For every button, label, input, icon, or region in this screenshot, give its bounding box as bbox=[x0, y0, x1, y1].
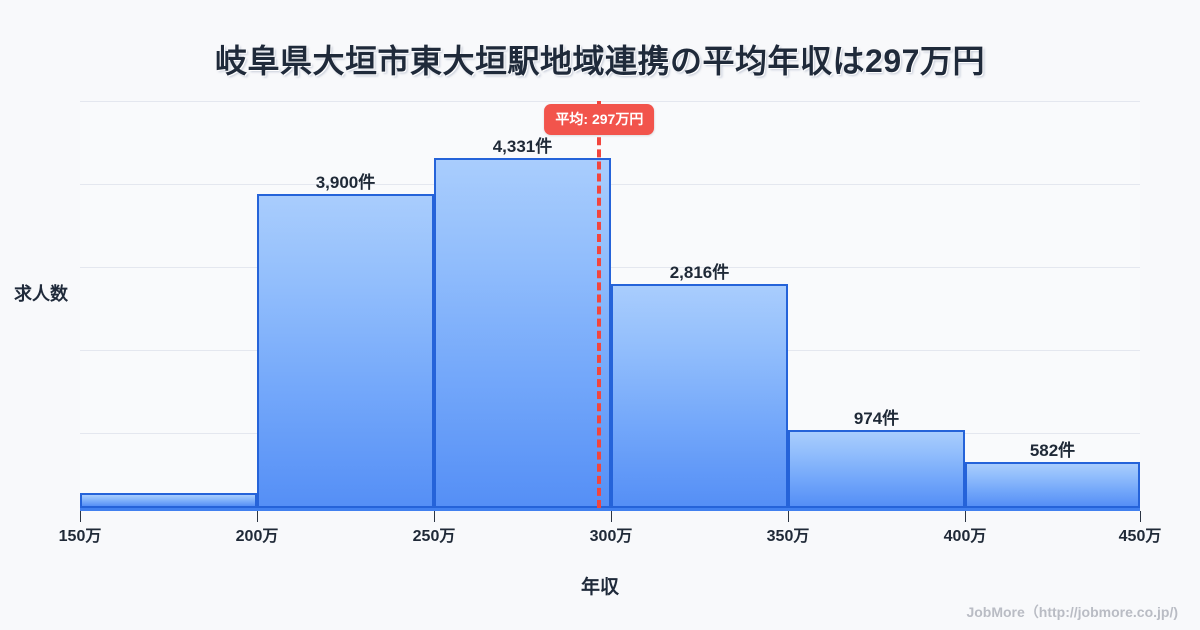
bar-value-label-5: 582件 bbox=[1029, 441, 1076, 460]
x-tickmark-4 bbox=[788, 511, 789, 522]
x-tick-label-0: 150万 bbox=[58, 528, 102, 545]
bar-value-label-1: 3,900件 bbox=[315, 173, 376, 192]
x-axis-title: 年収 bbox=[580, 577, 619, 598]
bar-value-label-2: 4,331件 bbox=[492, 137, 553, 156]
page-title: 岐阜県大垣市東大垣駅地域連携の平均年収は297万円 bbox=[215, 43, 985, 79]
average-badge: 平均: 297万円 bbox=[544, 104, 655, 135]
y-axis-title: 求人数 bbox=[14, 284, 68, 304]
bar-2[interactable] bbox=[434, 158, 611, 508]
watermark: JobMore（http://jobmore.co.jp/) bbox=[966, 604, 1178, 620]
x-tickmark-1 bbox=[257, 511, 258, 522]
bar-1[interactable] bbox=[257, 194, 434, 508]
x-tick-label-3: 300万 bbox=[589, 528, 633, 545]
x-tick-label-2: 250万 bbox=[412, 528, 456, 545]
bar-0[interactable] bbox=[80, 493, 257, 508]
x-tick-label-1: 200万 bbox=[235, 528, 279, 545]
bar-3[interactable] bbox=[611, 284, 788, 508]
x-axis-line bbox=[80, 508, 1140, 511]
x-tickmark-6 bbox=[1140, 511, 1141, 522]
bar-4[interactable] bbox=[788, 430, 965, 508]
x-tick-label-4: 350万 bbox=[766, 528, 810, 545]
x-tickmark-2 bbox=[434, 511, 435, 522]
x-tickmark-0 bbox=[80, 511, 81, 522]
bar-value-label-3: 2,816件 bbox=[669, 263, 730, 282]
average-line bbox=[597, 101, 602, 508]
x-tick-label-5: 400万 bbox=[943, 528, 987, 545]
bar-5[interactable] bbox=[965, 462, 1140, 508]
x-tickmark-3 bbox=[611, 511, 612, 522]
x-tickmark-5 bbox=[965, 511, 966, 522]
bar-value-label-4: 974件 bbox=[853, 409, 900, 428]
x-tick-label-6: 450万 bbox=[1118, 528, 1162, 545]
gridline-0 bbox=[80, 101, 1140, 102]
